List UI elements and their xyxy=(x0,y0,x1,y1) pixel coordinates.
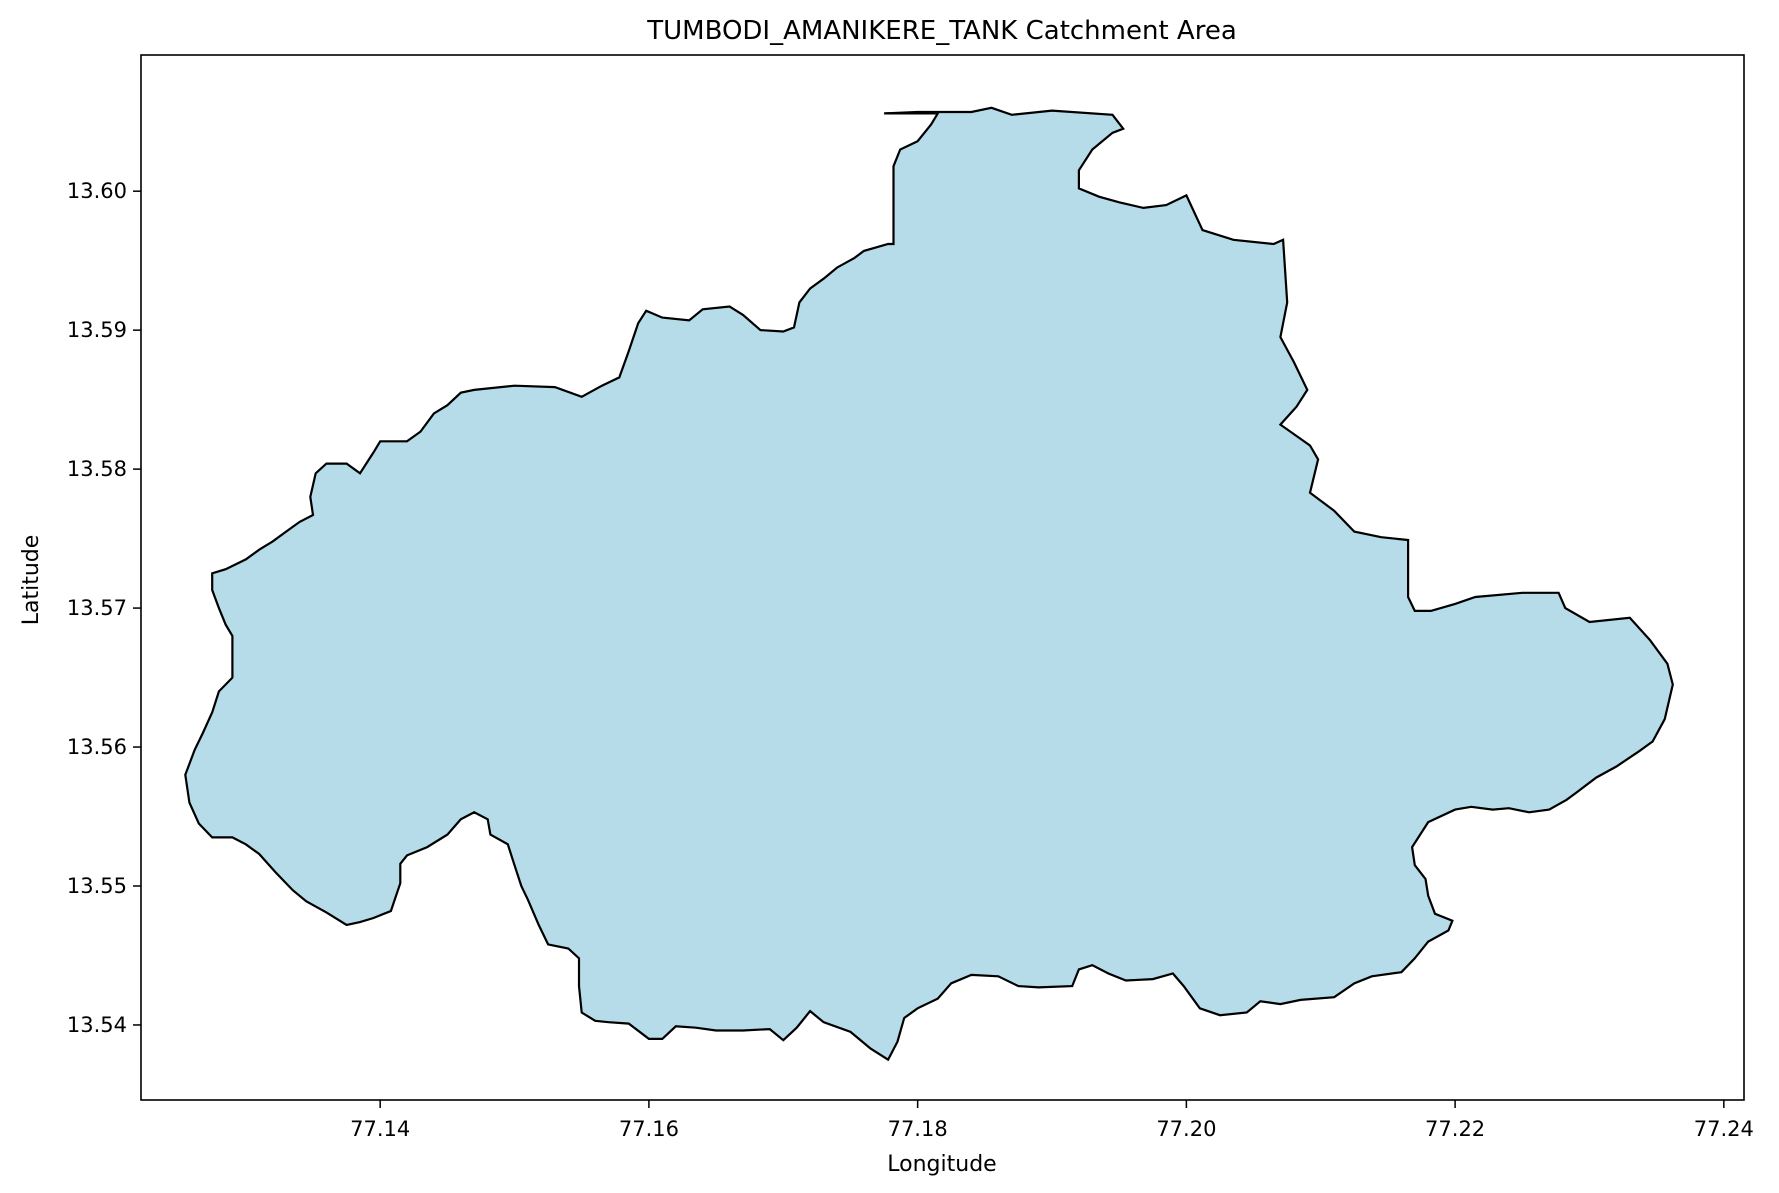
y-tick-label: 13.60 xyxy=(67,179,127,203)
x-axis-label: Longitude xyxy=(887,1152,996,1177)
x-tick-label: 77.24 xyxy=(1694,1117,1754,1141)
axes-frame xyxy=(140,54,1745,1101)
y-tick-label: 13.58 xyxy=(67,457,127,481)
plot-area xyxy=(184,106,1674,1062)
x-tick-label: 77.16 xyxy=(619,1117,679,1141)
y-tick-label: 13.57 xyxy=(67,596,127,620)
x-tick-label: 77.20 xyxy=(1156,1117,1216,1141)
y-axis: 13.54 13.55 13.56 13.57 13.58 13.59 13.60 xyxy=(67,179,141,1037)
y-axis-label: Latitude xyxy=(19,535,44,626)
y-tick-label: 13.56 xyxy=(67,735,127,759)
chart-title: TUMBODI_AMANIKERE_TANK Catchment Area xyxy=(646,16,1237,46)
y-tick-label: 13.59 xyxy=(67,318,127,342)
y-tick-label: 13.54 xyxy=(67,1013,127,1037)
y-tick-label: 13.55 xyxy=(67,874,127,898)
x-axis: 77.14 77.16 77.18 77.20 77.22 77.24 xyxy=(350,1100,1754,1141)
catchment-polygon xyxy=(184,106,1674,1062)
x-tick-label: 77.18 xyxy=(888,1117,948,1141)
x-tick-label: 77.22 xyxy=(1425,1117,1485,1141)
x-tick-label: 77.14 xyxy=(350,1117,410,1141)
